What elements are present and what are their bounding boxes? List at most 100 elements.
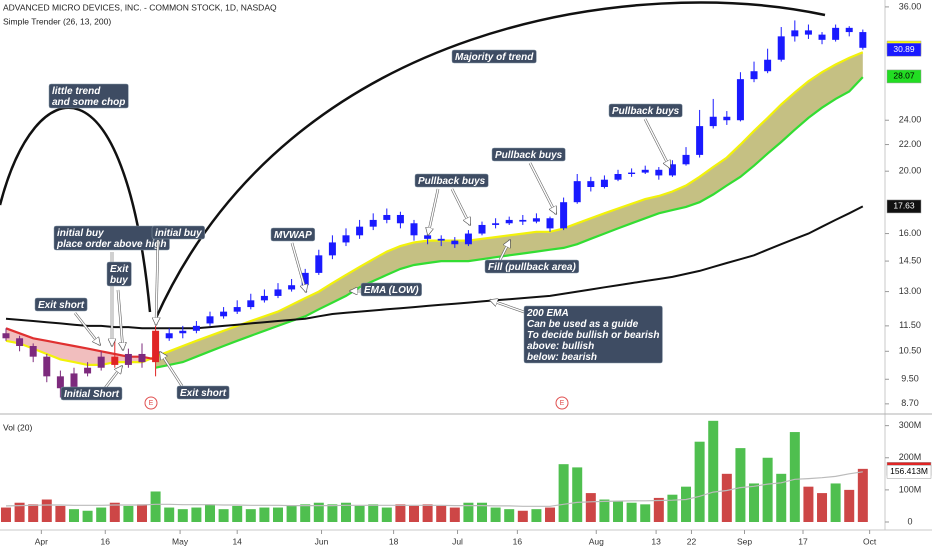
volume-bar [640, 504, 651, 522]
candle-body [628, 172, 636, 174]
volume-bar [300, 504, 311, 522]
annotation-box [106, 261, 132, 287]
candle-body [43, 356, 51, 377]
annotation-text: Fill (pullback area) [488, 262, 576, 273]
volume-bar [327, 504, 338, 522]
volume-bar [381, 507, 392, 522]
annotation-box [48, 83, 129, 109]
candle-body [764, 59, 772, 72]
volume-bar [286, 505, 297, 522]
volume-bar [681, 486, 692, 522]
y-tick-label: 200M [899, 452, 922, 462]
value-badge [886, 69, 922, 84]
candle-body [696, 126, 704, 155]
volume-bar [232, 505, 243, 522]
candle-body [804, 30, 812, 35]
volume-bar [55, 505, 66, 522]
y-tick-label: 0 [907, 516, 912, 526]
candle-body [437, 238, 445, 241]
volume-bar [259, 507, 270, 522]
candle-body [532, 218, 540, 222]
annotation-arrow [291, 242, 306, 292]
x-tick-label: Jun [315, 536, 329, 546]
x-tick-label: 13 [651, 536, 661, 546]
annotation-arrow [529, 162, 556, 214]
annotation-arrow [428, 188, 439, 235]
candle-body [546, 218, 554, 229]
annotation-box [60, 386, 123, 401]
volume-bar [667, 494, 678, 522]
candle-body [668, 164, 676, 176]
annotation-text: To decide bullish or bearish [527, 330, 659, 341]
y-tick-label: 14.50 [899, 255, 922, 265]
volume-bar [422, 504, 433, 522]
volume-bar [463, 502, 474, 522]
volume-bar [191, 507, 202, 522]
candle-body [859, 32, 867, 48]
trend-arc [0, 106, 152, 313]
candle-body [369, 219, 377, 227]
volume-bar [735, 448, 746, 522]
y-tick-label: 36.00 [899, 1, 922, 11]
volume-title: Vol (20) [3, 422, 32, 432]
volume-bar [136, 504, 147, 522]
volume-bar [313, 502, 324, 522]
candle-body [301, 272, 309, 286]
annotation-text: above: bullish [527, 341, 594, 352]
volume-bar [504, 509, 515, 522]
candle-body [165, 333, 173, 339]
volume-bar [585, 493, 596, 522]
volume-bar [490, 507, 501, 522]
candle-body [342, 235, 350, 243]
annotation-text: initial buy [57, 228, 104, 239]
volume-bar [762, 457, 773, 522]
x-tick-label: Apr [35, 536, 48, 546]
y-tick-label: 8.70 [901, 398, 919, 408]
annotation-box [360, 282, 422, 297]
candle-body [356, 226, 364, 236]
annotation-arrow [490, 300, 528, 314]
candle-body [492, 223, 500, 225]
candle-body [478, 224, 486, 234]
candle-body [192, 325, 200, 331]
candle-body [84, 367, 92, 374]
x-tick-label: 22 [687, 536, 697, 546]
annotation-text: Pullback buys [418, 176, 486, 187]
x-tick-label: 16 [101, 536, 111, 546]
annotation-box [34, 297, 88, 312]
volume-bar [517, 510, 528, 522]
annotation-arrow [451, 188, 470, 225]
annotation-text: Exit short [38, 300, 85, 311]
annotation-text: MVWAP [274, 230, 312, 241]
y-tick-label: 11.50 [899, 320, 921, 330]
annotation-arrow [644, 118, 670, 168]
candle-body [97, 356, 105, 368]
x-tick-label: Jul [452, 536, 463, 546]
volume-bar [368, 504, 379, 522]
annotation-text: Initial Short [64, 389, 120, 400]
candle-body [641, 169, 649, 173]
y-tick-label: 22.00 [899, 139, 922, 149]
candle-body [328, 242, 336, 256]
candle-body [587, 181, 595, 188]
volume-bar [558, 464, 569, 522]
candle-body [505, 219, 513, 224]
volume-bar [41, 499, 52, 522]
volume-bar [82, 510, 93, 522]
annotation-box [414, 173, 489, 188]
candle-body [682, 154, 690, 165]
volume-bar [613, 501, 624, 522]
candle-body [832, 27, 840, 40]
annotation-text: below: bearish [527, 352, 597, 363]
annotation-text: Exit short [180, 388, 227, 399]
volume-bar [776, 473, 787, 522]
volume-bar [245, 509, 256, 522]
volume-bar [0, 507, 11, 522]
volume-bar [830, 483, 841, 522]
volume-bar [96, 507, 107, 522]
candle-body [750, 71, 758, 80]
volume-bar [694, 441, 705, 522]
volume-bar [164, 507, 175, 522]
x-tick-label: Aug [589, 536, 604, 546]
